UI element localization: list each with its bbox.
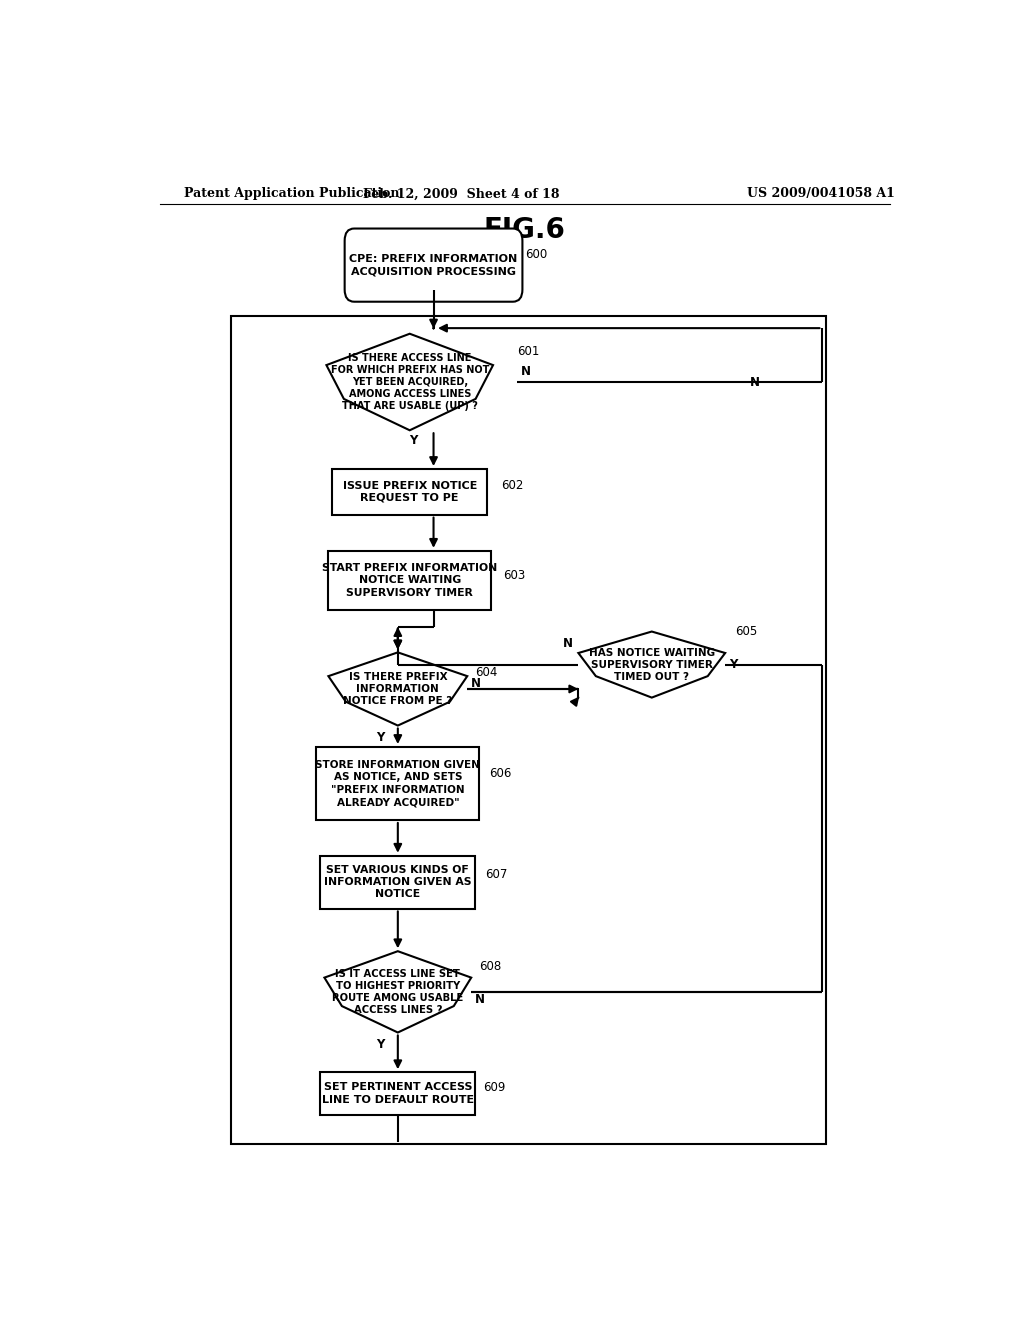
Text: Y: Y	[410, 434, 418, 447]
Bar	[329, 550, 492, 610]
Bar	[316, 747, 479, 820]
Text: START PREFIX INFORMATION
NOTICE WAITING
SUPERVISORY TIMER: START PREFIX INFORMATION NOTICE WAITING …	[323, 562, 498, 598]
Polygon shape	[329, 652, 467, 726]
Text: N: N	[471, 677, 481, 690]
FancyBboxPatch shape	[345, 228, 522, 302]
Text: N: N	[750, 375, 760, 388]
Text: Y: Y	[729, 659, 737, 671]
Text: IS THERE PREFIX
INFORMATION
NOTICE FROM PE ?: IS THERE PREFIX INFORMATION NOTICE FROM …	[343, 672, 453, 706]
Bar	[333, 469, 487, 515]
Text: 608: 608	[479, 960, 502, 973]
Text: 607: 607	[485, 869, 508, 882]
Text: IS IT ACCESS LINE SET
TO HIGHEST PRIORITY
ROUTE AMONG USABLE
ACCESS LINES ?: IS IT ACCESS LINE SET TO HIGHEST PRIORIT…	[332, 969, 464, 1015]
Text: 604: 604	[475, 667, 498, 680]
Text: SET PERTINENT ACCESS
LINE TO DEFAULT ROUTE: SET PERTINENT ACCESS LINE TO DEFAULT ROU…	[322, 1082, 474, 1105]
Text: STORE INFORMATION GIVEN
AS NOTICE, AND SETS
"PREFIX INFORMATION
ALREADY ACQUIRED: STORE INFORMATION GIVEN AS NOTICE, AND S…	[315, 760, 480, 807]
Text: 603: 603	[504, 569, 525, 582]
Text: SET VARIOUS KINDS OF
INFORMATION GIVEN AS
NOTICE: SET VARIOUS KINDS OF INFORMATION GIVEN A…	[324, 865, 472, 899]
Text: 601: 601	[517, 345, 540, 358]
Polygon shape	[327, 334, 494, 430]
Text: 602: 602	[501, 479, 523, 492]
Text: HAS NOTICE WAITING
SUPERVISORY TIMER
TIMED OUT ?: HAS NOTICE WAITING SUPERVISORY TIMER TIM…	[589, 648, 715, 681]
Bar	[321, 855, 475, 908]
Bar	[231, 315, 826, 1144]
Text: ISSUE PREFIX NOTICE
REQUEST TO PE: ISSUE PREFIX NOTICE REQUEST TO PE	[343, 480, 477, 503]
Text: Feb. 12, 2009  Sheet 4 of 18: Feb. 12, 2009 Sheet 4 of 18	[364, 187, 559, 201]
Text: Y: Y	[376, 1039, 385, 1051]
Text: US 2009/0041058 A1: US 2009/0041058 A1	[748, 187, 895, 201]
Text: 600: 600	[524, 248, 547, 261]
Text: IS THERE ACCESS LINE
FOR WHICH PREFIX HAS NOT
YET BEEN ACQUIRED,
AMONG ACCESS LI: IS THERE ACCESS LINE FOR WHICH PREFIX HA…	[331, 352, 488, 411]
Polygon shape	[579, 631, 725, 697]
Text: FIG.6: FIG.6	[484, 215, 565, 244]
Text: 609: 609	[483, 1081, 506, 1094]
Bar	[321, 1072, 475, 1115]
Text: 606: 606	[489, 767, 511, 780]
Text: N: N	[562, 638, 572, 649]
Text: CPE: PREFIX INFORMATION
ACQUISITION PROCESSING: CPE: PREFIX INFORMATION ACQUISITION PROC…	[349, 253, 518, 276]
Text: N: N	[521, 366, 530, 379]
Polygon shape	[325, 952, 471, 1032]
Text: 605: 605	[735, 624, 758, 638]
Text: N: N	[475, 994, 485, 1006]
Text: Patent Application Publication: Patent Application Publication	[183, 187, 399, 201]
Text: Y: Y	[376, 731, 385, 744]
